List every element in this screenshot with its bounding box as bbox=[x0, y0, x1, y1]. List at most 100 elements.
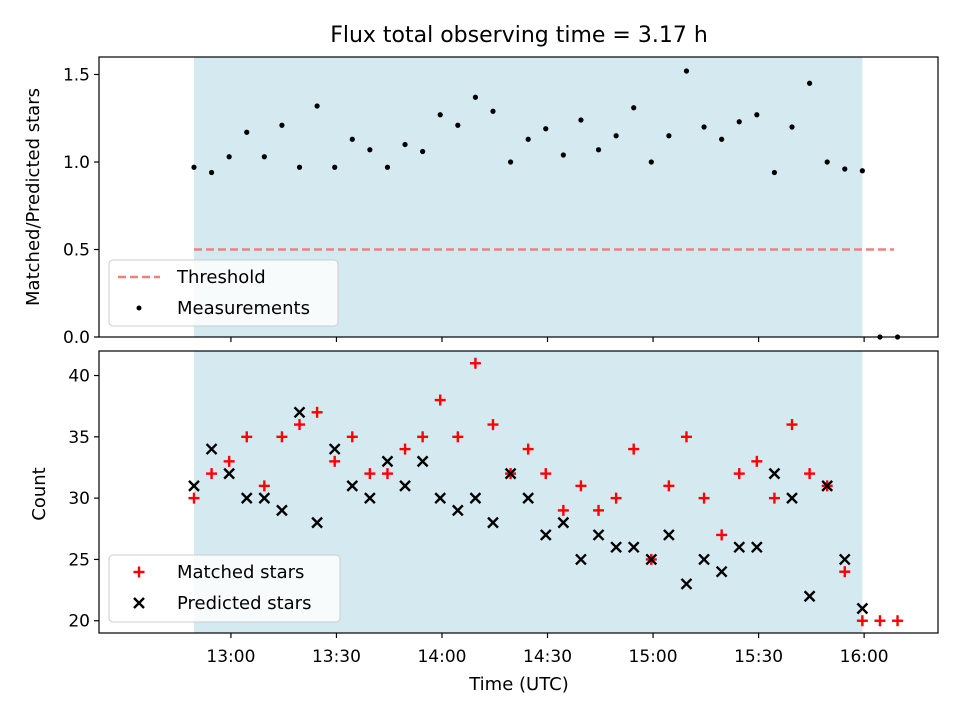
predicted-star-point bbox=[750, 541, 763, 554]
predicted-star-point bbox=[592, 529, 605, 541]
predicted-star-point bbox=[276, 504, 288, 517]
matched-star-point bbox=[628, 443, 640, 455]
measurement-point bbox=[560, 152, 566, 158]
measurement-point bbox=[771, 169, 778, 176]
matched-star-point bbox=[663, 480, 675, 492]
matched-star-point bbox=[434, 394, 446, 406]
matched-legend-plus bbox=[133, 566, 145, 578]
predicted-star-point bbox=[821, 480, 834, 492]
predicted-star-point bbox=[575, 553, 587, 566]
matched-star-point bbox=[540, 468, 552, 480]
measurement-point bbox=[613, 133, 619, 139]
measurements-legend-label: Measurements bbox=[177, 298, 310, 319]
top-y-ticks: 0.0 0.5 1.0 1.5 bbox=[63, 66, 99, 348]
matched-star-point bbox=[610, 492, 622, 504]
x-tick-label: 15:00 bbox=[629, 647, 678, 667]
predicted-star-point bbox=[715, 565, 728, 578]
x-tick-label: 16:00 bbox=[840, 647, 889, 667]
measurement-point bbox=[666, 133, 672, 139]
matched-star-point bbox=[698, 492, 710, 504]
top-y-tick-label: 1.0 bbox=[63, 153, 90, 173]
measurement-points bbox=[191, 68, 901, 340]
matched-legend-label: Matched stars bbox=[177, 562, 304, 583]
bottom-y-axis-label: Count bbox=[29, 467, 50, 520]
predicted-star-point bbox=[416, 455, 429, 468]
matched-star-point bbox=[469, 357, 481, 369]
top-legend: Threshold Measurements bbox=[108, 259, 339, 327]
predicted-legend-x bbox=[133, 597, 145, 609]
measurement-point bbox=[191, 164, 197, 170]
matched-star-point bbox=[399, 443, 411, 455]
measurement-point bbox=[543, 126, 549, 132]
matched-star-point bbox=[751, 455, 763, 467]
measurement-point bbox=[472, 94, 479, 100]
measurement-point bbox=[367, 147, 373, 153]
measurement-point bbox=[455, 122, 461, 128]
matched-star-point bbox=[716, 529, 728, 541]
matched-stars-points bbox=[188, 357, 904, 627]
predicted-star-point bbox=[645, 553, 658, 566]
measurement-point bbox=[859, 168, 865, 174]
measurement-point bbox=[595, 147, 602, 153]
matched-star-point bbox=[188, 492, 200, 504]
measurement-point bbox=[507, 159, 514, 165]
measurement-point bbox=[824, 159, 830, 165]
measurement-point bbox=[208, 169, 215, 176]
matched-star-point bbox=[487, 419, 499, 431]
matched-star-point bbox=[522, 443, 534, 455]
predicted-star-point bbox=[487, 516, 499, 529]
measurement-point bbox=[736, 119, 742, 125]
matched-star-point bbox=[294, 419, 306, 431]
measurements-legend-marker bbox=[136, 305, 142, 311]
predicted-star-point bbox=[205, 443, 218, 455]
bottom-x-ticks: 13:00 13:30 14:00 14:30 15:00 15:30 16:00 bbox=[206, 633, 889, 667]
matched-star-point bbox=[364, 468, 376, 480]
measurement-point bbox=[279, 122, 285, 128]
threshold-legend-label: Threshold bbox=[176, 267, 266, 288]
measurement-point bbox=[314, 103, 320, 109]
matched-star-point bbox=[593, 504, 605, 516]
predicted-star-point bbox=[399, 480, 411, 492]
top-y-tick-label: 1.5 bbox=[63, 66, 90, 86]
predicted-star-point bbox=[786, 492, 798, 504]
matched-star-point bbox=[874, 615, 886, 627]
measurement-point bbox=[420, 148, 426, 155]
predicted-star-point bbox=[469, 492, 482, 504]
bottom-panel: 20 25 30 35 40 13:00 13:30 14:00 14:30 15:00 15:3… bbox=[29, 350, 939, 695]
predicted-star-point bbox=[311, 516, 323, 529]
matched-star-point bbox=[733, 468, 745, 480]
top-axes-frame bbox=[98, 56, 939, 338]
bottom-y-ticks: 20 25 30 35 40 bbox=[68, 367, 99, 632]
predicted-star-point bbox=[364, 492, 376, 504]
predicted-star-point bbox=[328, 443, 341, 455]
matched-star-point bbox=[329, 455, 341, 467]
bottom-y-tick-label: 40 bbox=[68, 367, 90, 387]
matched-star-point bbox=[346, 431, 358, 443]
x-tick-label: 13:30 bbox=[312, 647, 361, 667]
top-y-tick-label: 0.5 bbox=[63, 241, 90, 261]
matched-star-point bbox=[804, 468, 816, 480]
measurement-point bbox=[490, 108, 496, 114]
predicted-star-point bbox=[539, 529, 552, 541]
predicted-star-point bbox=[293, 406, 306, 419]
predicted-star-point bbox=[381, 455, 394, 468]
x-tick-label: 13:00 bbox=[206, 647, 255, 667]
predicted-legend-marker bbox=[133, 597, 145, 609]
predicted-star-point bbox=[610, 541, 622, 554]
top-y-axis-label: Matched/Predicted stars bbox=[23, 88, 44, 306]
measurement-point bbox=[648, 159, 654, 165]
bottom-legend: Matched stars Predicted stars bbox=[108, 554, 341, 623]
measurement-point bbox=[244, 129, 250, 135]
chart-title: Flux total observing time = 3.17 h bbox=[330, 23, 708, 48]
measurement-point bbox=[578, 117, 584, 123]
measurement-point bbox=[842, 166, 848, 172]
predicted-star-point bbox=[856, 602, 869, 615]
matched-star-point bbox=[892, 615, 904, 627]
matched-star-point bbox=[557, 504, 569, 516]
predicted-star-point bbox=[240, 492, 253, 504]
top-x-ticks bbox=[230, 337, 865, 342]
top-y-tick-label: 0.0 bbox=[63, 328, 90, 348]
top-panel: 0.0 0.5 1.0 1.5 Matched/Predicted stars Thr… bbox=[23, 56, 939, 348]
matched-star-point bbox=[786, 419, 798, 431]
